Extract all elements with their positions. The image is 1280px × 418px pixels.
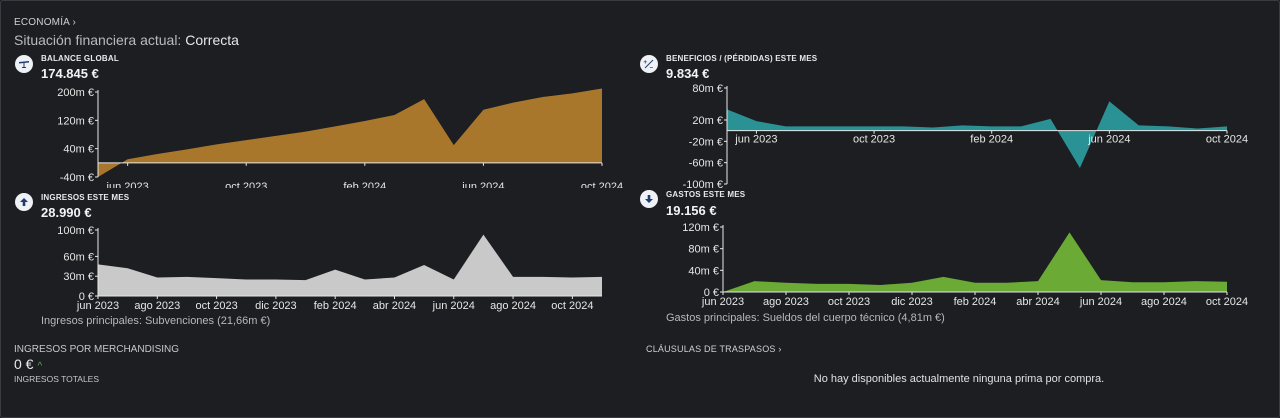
financial-status: Situación financiera actual: Correcta [14,32,239,48]
profit-title: BENEFICIOS / (PÉRDIDAS) ESTE MES [666,54,818,63]
caret-up-icon: ^ [37,361,43,372]
expenses-x-tick-label: ago 2024 [1141,296,1187,308]
income-area [98,234,602,296]
profit-x-tick-label: oct 2023 [853,134,895,146]
income-main-note: Ingresos principales: Subvenciones (21,6… [41,315,271,327]
arrow-up-icon [15,193,33,211]
balance-x-tick-label: feb 2024 [343,181,386,188]
income-y-tick-label: 100m € [57,225,94,237]
income-x-tick-label: jun 2023 [76,300,119,312]
profit-area [727,101,1227,168]
expenses-x-tick-label: abr 2024 [1016,296,1059,308]
scale-icon [15,55,33,73]
transfer-clauses-label[interactable]: CLÁUSULAS DE TRASPASOS [646,344,776,354]
income-y-tick-label: 60m € [63,251,94,263]
expenses-x-tick-label: oct 2024 [1206,296,1248,308]
merch-value-row: 0 € ^ [14,356,42,372]
balance-title: BALANCE GLOBAL [41,54,119,63]
expenses-y-tick-label: 0 € [704,287,719,299]
profit-y-tick-label: 80m € [692,83,723,95]
merch-value: 0 € [14,356,34,372]
expenses-x-tick-label: dic 2023 [891,296,933,308]
income-x-tick-label: ago 2024 [490,300,536,312]
income-chart: 100m € 60m € 30m € 0 €jun 2023 ago 2023 oct 2… [57,225,602,312]
expenses-x-tick-label: jun 2024 [1079,296,1122,308]
income-x-tick-label: abr 2024 [373,300,416,312]
profit-y-tick-label: -20m € [689,136,723,148]
expenses-x-tick-label: oct 2023 [828,296,870,308]
financial-status-label: Situación financiera actual: [14,32,182,48]
expenses-chart: 120m € 80m € 40m € 0 €jun 2023 ago 2023 oct 2… [682,222,1248,308]
arrow-down-icon [640,190,658,208]
expenses-y-tick-label: 80m € [688,244,719,256]
income-title: INGRESOS ESTE MES [41,193,130,202]
balance-y-tick-label: 120m € [57,115,94,127]
expenses-x-tick-label: feb 2024 [954,296,997,308]
profit-value: 9.834 € [666,66,710,81]
balance-x-tick-label: oct 2023 [225,181,267,188]
expenses-area [723,232,1227,292]
total-income-label: INGRESOS TOTALES [14,374,100,384]
svg-text:+: + [644,60,648,66]
income-y-tick-label: 30m € [63,271,94,283]
income-x-tick-label: dic 2023 [255,300,297,312]
balance-area [98,88,602,177]
income-x-tick-label: oct 2024 [551,300,593,312]
income-x-tick-label: ago 2023 [134,300,180,312]
transfer-clauses-link[interactable]: CLÁUSULAS DE TRASPASOS › [646,344,782,354]
balance-value: 174.845 € [41,66,99,81]
chevron-right-icon: › [72,17,77,28]
income-x-tick-label: jun 2024 [432,300,475,312]
expenses-x-tick-label: jun 2023 [701,296,744,308]
income-y-tick-label: 0 € [79,291,94,303]
profit-y-tick-label: -100m € [683,179,723,188]
income-x-tick-label: feb 2024 [314,300,357,312]
financial-status-value: Correcta [185,32,239,48]
balance-y-tick-label: 40m € [63,144,94,156]
balance-y-tick-label: 200m € [57,87,94,99]
transfer-clauses-empty: No hay disponibles actualmente ninguna p… [813,373,1105,385]
profit-y-tick-label: -60m € [689,158,723,170]
profit-x-tick-label: jun 2023 [734,134,777,146]
expenses-value: 19.156 € [666,203,717,218]
income-value: 28.990 € [41,205,92,220]
expenses-y-tick-label: 120m € [682,222,719,234]
expenses-title: GASTOS ESTE MES [666,190,746,199]
profit-x-tick-label: feb 2024 [970,134,1013,146]
profit-x-tick-label: oct 2024 [1206,134,1248,146]
balance-x-tick-label: oct 2024 [581,181,623,188]
balance-x-tick-label: jun 2024 [461,181,504,188]
chevron-right-icon: › [778,344,782,354]
expenses-x-tick-label: ago 2023 [763,296,809,308]
svg-text:−: − [650,66,654,71]
profit-x-tick-label: jun 2024 [1087,134,1130,146]
expenses-y-tick-label: 40m € [688,265,719,277]
balance-y-tick-label: -40m € [60,172,94,184]
economy-link-label[interactable]: ECONOMÍA [14,17,70,28]
income-x-tick-label: oct 2023 [195,300,237,312]
profit-y-tick-label: 20m € [692,115,723,127]
economy-link[interactable]: ECONOMÍA › [14,17,76,28]
profit-chart: 80m € 20m € -20m € -60m € -100m € jun 2023 oct… [683,83,1248,188]
balance-chart: 200m € 120m € 40m € -40m € jun 2023 oct 2023 f… [57,87,623,188]
plus-minus-icon: + − [640,55,658,73]
merch-label: INGRESOS POR MERCHANDISING [14,344,180,355]
expenses-main-note: Gastos principales: Sueldos del cuerpo t… [666,312,945,324]
balance-x-tick-label: jun 2023 [106,181,149,188]
